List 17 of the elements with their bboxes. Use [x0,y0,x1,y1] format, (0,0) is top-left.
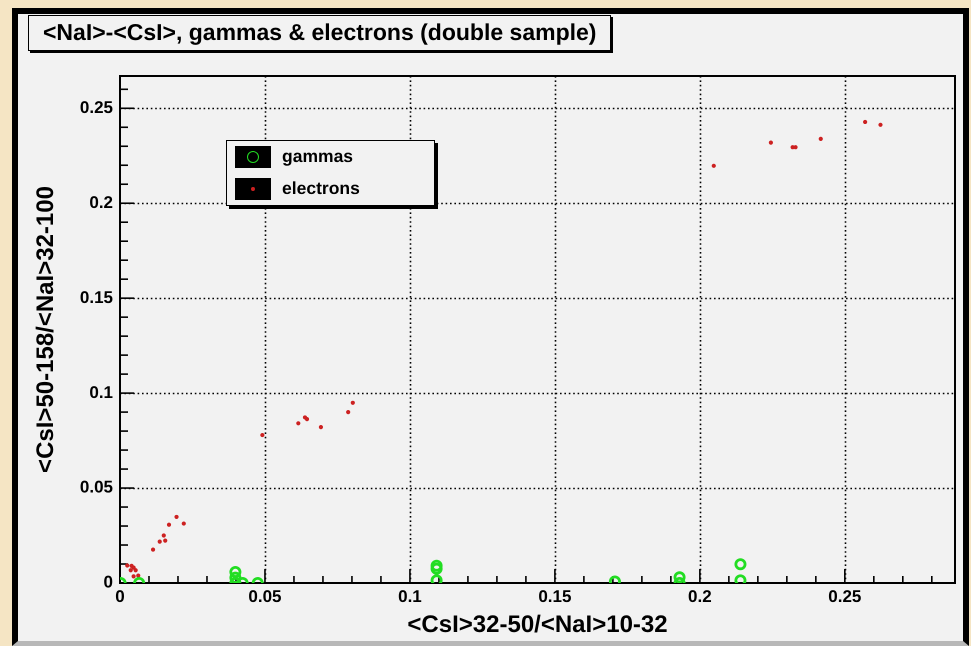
x-tick-label: 0.05 [248,586,282,606]
x-tick-label: 0.2 [688,586,712,606]
chart-title: <NaI>-<CsI>, gammas & electrons (double sample) [28,15,612,51]
legend-label: electrons [282,178,360,200]
y-tick-label: 0.15 [80,288,113,307]
y-tick-label: 0 [104,572,113,592]
y-tick-label: 0.05 [80,478,113,497]
y-tick-label: 0.1 [89,382,113,402]
y-tick-label: 0.25 [80,98,113,117]
x-tick-label: 0.25 [828,586,862,606]
x-tick-label: 0.15 [538,586,572,606]
x-tick-label: 0 [115,586,125,606]
x-tick-label: 0.1 [398,586,422,606]
y-axis-title: <CsI>50-158/<NaI>32-100 [32,186,60,473]
x-axis-title: <CsI>32-50/<NaI>10-32 [407,611,668,638]
legend-label: gammas [282,146,354,168]
y-tick-label: 0.2 [89,192,113,212]
